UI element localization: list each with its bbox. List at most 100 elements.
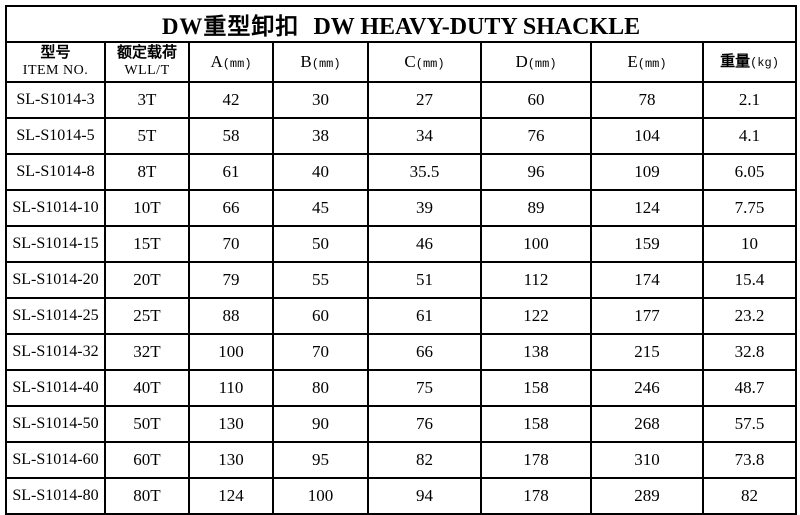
cell-d-mm: 158 <box>480 369 592 407</box>
table-title-chinese: DW重型卸扣 <box>161 14 300 39</box>
col-header-b-label: B <box>300 51 312 71</box>
cell-e-mm: 268 <box>590 405 704 443</box>
col-header-d-mm: D(mm) <box>480 41 592 83</box>
cell-a-mm: 61 <box>188 153 274 191</box>
cell-a-mm: 100 <box>188 333 274 371</box>
col-header-wll: 额定载荷 WLL/T <box>104 41 190 83</box>
cell-e-mm: 215 <box>590 333 704 371</box>
cell-b-mm: 95 <box>272 441 369 479</box>
cell-c-mm: 39 <box>367 189 482 227</box>
cell-d-mm: 89 <box>480 189 592 227</box>
col-header-b-unit: (mm) <box>311 56 341 71</box>
table-row: SL-S1014-32 32T 100 70 66 138 215 32.8 <box>5 333 797 371</box>
cell-item-no: SL-S1014-10 <box>5 189 106 227</box>
cell-item-no: SL-S1014-3 <box>5 81 106 119</box>
table-row: SL-S1014-10 10T 66 45 39 89 124 7.75 <box>5 189 797 227</box>
cell-c-mm: 51 <box>367 261 482 299</box>
cell-b-mm: 45 <box>272 189 369 227</box>
cell-a-mm: 79 <box>188 261 274 299</box>
cell-d-mm: 158 <box>480 405 592 443</box>
cell-a-mm: 66 <box>188 189 274 227</box>
cell-item-no: SL-S1014-25 <box>5 297 106 335</box>
col-header-wll-en: WLL/T <box>124 62 170 78</box>
cell-a-mm: 110 <box>188 369 274 407</box>
col-header-item-no-cn: 型号 <box>40 45 71 62</box>
cell-wll: 20T <box>104 261 190 299</box>
cell-weight-kg: 6.05 <box>702 153 797 191</box>
col-header-c-unit: (mm) <box>415 56 445 71</box>
cell-wll: 15T <box>104 225 190 263</box>
cell-weight-kg: 15.4 <box>702 261 797 299</box>
table-row: SL-S1014-40 40T 110 80 75 158 246 48.7 <box>5 369 797 407</box>
cell-wll: 32T <box>104 333 190 371</box>
cell-d-mm: 122 <box>480 297 592 335</box>
cell-b-mm: 100 <box>272 477 369 515</box>
table-row: SL-S1014-20 20T 79 55 51 112 174 15.4 <box>5 261 797 299</box>
cell-b-mm: 30 <box>272 81 369 119</box>
col-header-wll-cn: 额定载荷 <box>116 45 177 62</box>
col-header-d-label: D <box>515 51 528 71</box>
cell-c-mm: 46 <box>367 225 482 263</box>
col-header-weight-kg: 重量(kg) <box>702 41 797 83</box>
cell-item-no: SL-S1014-40 <box>5 369 106 407</box>
cell-wll: 60T <box>104 441 190 479</box>
table-row: SL-S1014-25 25T 88 60 61 122 177 23.2 <box>5 297 797 335</box>
table-row: SL-S1014-5 5T 58 38 34 76 104 4.1 <box>5 117 797 155</box>
cell-weight-kg: 4.1 <box>702 117 797 155</box>
cell-item-no: SL-S1014-50 <box>5 405 106 443</box>
cell-d-mm: 138 <box>480 333 592 371</box>
cell-b-mm: 70 <box>272 333 369 371</box>
col-header-item-no: 型号 ITEM NO. <box>5 41 106 83</box>
cell-wll: 80T <box>104 477 190 515</box>
cell-a-mm: 42 <box>188 81 274 119</box>
cell-e-mm: 104 <box>590 117 704 155</box>
cell-a-mm: 124 <box>188 477 274 515</box>
shackle-spec-table: DW重型卸扣 DW HEAVY-DUTY SHACKLE 型号 ITEM NO.… <box>5 5 797 515</box>
cell-a-mm: 58 <box>188 117 274 155</box>
cell-weight-kg: 23.2 <box>702 297 797 335</box>
cell-weight-kg: 73.8 <box>702 441 797 479</box>
cell-b-mm: 80 <box>272 369 369 407</box>
cell-e-mm: 177 <box>590 297 704 335</box>
cell-wll: 25T <box>104 297 190 335</box>
table-row: SL-S1014-3 3T 42 30 27 60 78 2.1 <box>5 81 797 119</box>
table-row: SL-S1014-15 15T 70 50 46 100 159 10 <box>5 225 797 263</box>
cell-c-mm: 82 <box>367 441 482 479</box>
cell-wll: 50T <box>104 405 190 443</box>
cell-d-mm: 100 <box>480 225 592 263</box>
table-title-row: DW重型卸扣 DW HEAVY-DUTY SHACKLE <box>5 5 797 43</box>
cell-e-mm: 109 <box>590 153 704 191</box>
cell-item-no: SL-S1014-8 <box>5 153 106 191</box>
col-header-d-unit: (mm) <box>527 56 557 71</box>
cell-weight-kg: 32.8 <box>702 333 797 371</box>
cell-a-mm: 88 <box>188 297 274 335</box>
cell-d-mm: 178 <box>480 441 592 479</box>
cell-c-mm: 35.5 <box>367 153 482 191</box>
col-header-e-label: E <box>627 51 638 71</box>
cell-weight-kg: 48.7 <box>702 369 797 407</box>
cell-e-mm: 159 <box>590 225 704 263</box>
cell-wll: 40T <box>104 369 190 407</box>
col-header-a-unit: (mm) <box>222 56 252 71</box>
cell-wll: 10T <box>104 189 190 227</box>
cell-a-mm: 130 <box>188 405 274 443</box>
cell-c-mm: 34 <box>367 117 482 155</box>
col-header-weight-label: 重量 <box>720 53 751 70</box>
table-title: DW重型卸扣 DW HEAVY-DUTY SHACKLE <box>5 5 797 43</box>
cell-a-mm: 70 <box>188 225 274 263</box>
cell-b-mm: 60 <box>272 297 369 335</box>
cell-d-mm: 112 <box>480 261 592 299</box>
cell-d-mm: 96 <box>480 153 592 191</box>
cell-wll: 5T <box>104 117 190 155</box>
cell-a-mm: 130 <box>188 441 274 479</box>
cell-item-no: SL-S1014-20 <box>5 261 106 299</box>
col-header-a-label: A <box>210 51 223 71</box>
cell-d-mm: 178 <box>480 477 592 515</box>
table-row: SL-S1014-60 60T 130 95 82 178 310 73.8 <box>5 441 797 479</box>
col-header-c-mm: C(mm) <box>367 41 482 83</box>
cell-d-mm: 76 <box>480 117 592 155</box>
col-header-a-mm: A(mm) <box>188 41 274 83</box>
cell-e-mm: 310 <box>590 441 704 479</box>
cell-weight-kg: 57.5 <box>702 405 797 443</box>
